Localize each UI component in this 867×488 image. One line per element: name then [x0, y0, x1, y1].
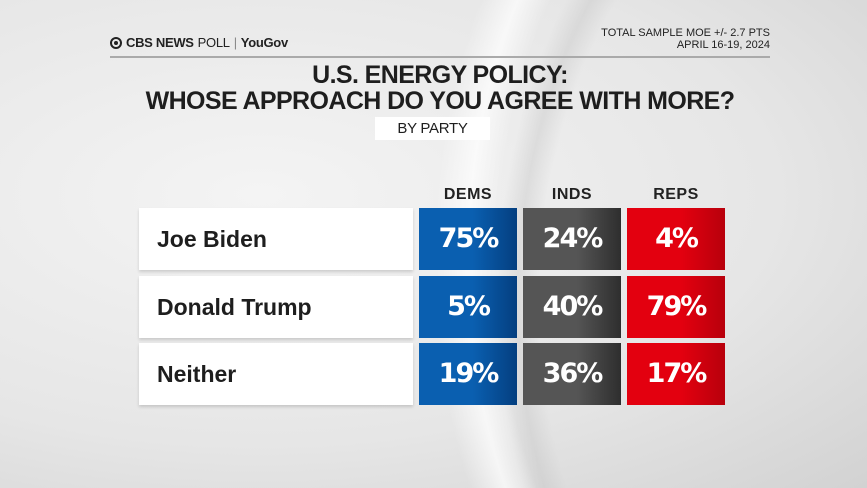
value-label: 4%	[655, 223, 699, 254]
cbs-yougov-logo: CBS NEWS POLL | YouGov	[110, 35, 288, 50]
value-cell: 36%	[523, 343, 621, 405]
value-label: 19%	[438, 358, 500, 389]
value-cell: 75%	[419, 208, 517, 270]
value-label: 5%	[447, 291, 491, 322]
value-cell: 5%	[419, 276, 517, 338]
cbs-eye-icon	[110, 36, 122, 49]
column-header-dems: DEMS	[443, 186, 493, 203]
row-label: Donald Trump	[139, 276, 413, 338]
row-label: Neither	[139, 343, 413, 405]
chart-subtitle: BY PARTY	[375, 117, 490, 140]
value-cell: 4%	[627, 208, 725, 270]
value-label: 75%	[438, 223, 500, 254]
poll-dates: APRIL 16-19, 2024	[676, 39, 770, 51]
value-cell: 19%	[419, 343, 517, 405]
column-header-reps: REPS	[653, 186, 699, 203]
column-header-inds: INDS	[551, 186, 593, 203]
value-label: 36%	[542, 358, 604, 389]
value-label: 17%	[646, 358, 708, 389]
sample-info: TOTAL SAMPLE MOE +/- 2.7 PTS APRIL 16-19…	[601, 27, 770, 51]
value-label: 40%	[542, 291, 604, 322]
value-cell: 24%	[523, 208, 621, 270]
value-cell: 79%	[627, 276, 725, 338]
value-cell: 17%	[627, 343, 725, 405]
chart-title: U.S. ENERGY POLICY: WHOSE APPROACH DO YO…	[145, 61, 735, 115]
divider	[110, 56, 770, 58]
row-label: Joe Biden	[139, 208, 413, 270]
value-label: 24%	[542, 223, 604, 254]
moe-text: TOTAL SAMPLE MOE +/- 2.7 PTS	[601, 27, 770, 39]
value-cell: 40%	[523, 276, 621, 338]
value-label: 79%	[646, 291, 708, 322]
